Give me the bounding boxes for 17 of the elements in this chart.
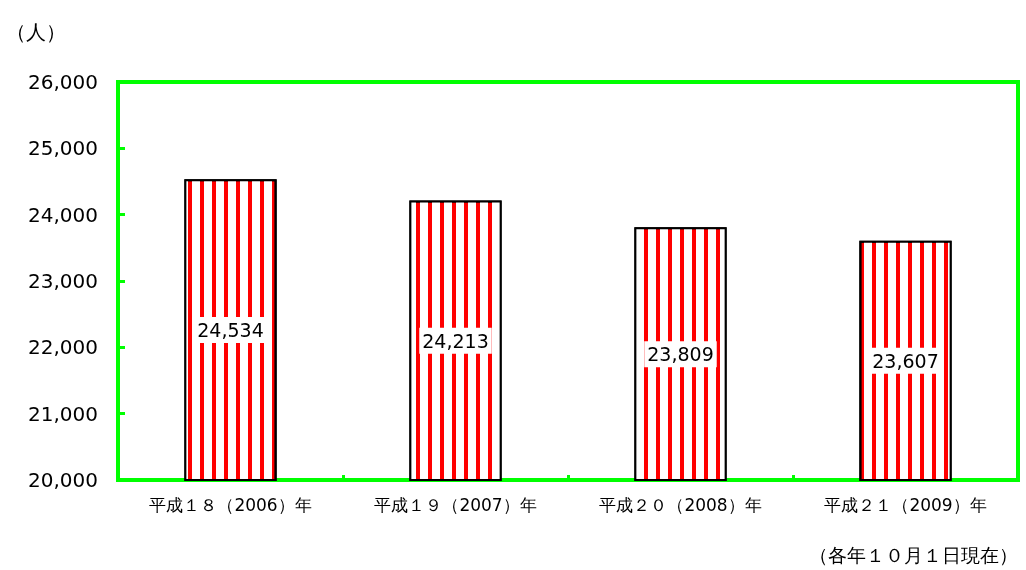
x-tick-label: 平成２１（2009）年 (824, 494, 987, 515)
y-tick-label: 26,000 (28, 70, 98, 94)
y-axis-title: （人） (6, 20, 66, 44)
x-tick-label: 平成１８（2006）年 (149, 494, 312, 515)
data-label: 23,607 (872, 349, 939, 372)
data-label: 24,534 (197, 319, 264, 342)
y-tick-label: 21,000 (28, 401, 98, 426)
y-tick-label: 25,000 (28, 136, 98, 161)
y-tick-label: 20,000 (28, 468, 98, 492)
text: （各年１０月１日現在） (809, 543, 1018, 566)
data-label: 23,809 (647, 343, 714, 366)
x-tick-label: 平成１９（2007）年 (374, 494, 537, 515)
y-tick-label: 24,000 (28, 202, 98, 227)
x-tick-label: 平成２０（2008）年 (599, 494, 762, 515)
y-tick-label: 22,000 (28, 335, 98, 360)
data-label: 24,213 (422, 329, 489, 352)
y-tick-label: 23,000 (28, 269, 98, 293)
